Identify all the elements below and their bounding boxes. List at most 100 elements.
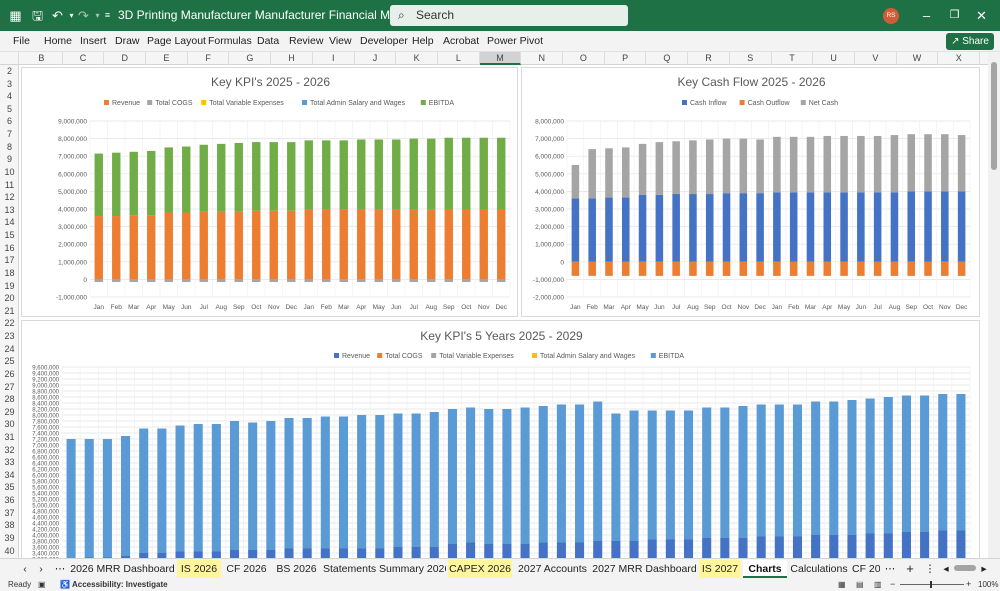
- column-header[interactable]: W: [897, 52, 939, 65]
- sheet-tab[interactable]: 2027 Accounts: [518, 563, 587, 575]
- chart-kpi-5-years[interactable]: Key KPI's 5 Years 2025 - 2029 Revenue Tota…: [21, 320, 980, 558]
- zoom-slider-thumb[interactable]: [930, 581, 932, 588]
- column-header[interactable]: U: [813, 52, 855, 65]
- select-all-corner[interactable]: [0, 52, 19, 65]
- row-header[interactable]: 36: [4, 495, 15, 506]
- menu-formulas[interactable]: Formulas: [208, 35, 252, 47]
- undo-dropdown-icon[interactable]: ▾: [69, 11, 74, 20]
- tab-more-right-icon[interactable]: ⋯: [884, 563, 896, 575]
- vertical-scroll-thumb[interactable]: [991, 62, 997, 170]
- column-header[interactable]: Q: [647, 52, 689, 65]
- menu-acrobat[interactable]: Acrobat: [443, 35, 480, 47]
- row-header[interactable]: 18: [4, 267, 15, 278]
- row-header[interactable]: 33: [4, 457, 15, 468]
- row-header[interactable]: 39: [4, 532, 15, 543]
- row-header[interactable]: 26: [4, 368, 15, 379]
- undo-icon[interactable]: ↶: [52, 8, 63, 23]
- menu-data[interactable]: Data: [257, 35, 280, 47]
- menu-view[interactable]: View: [329, 35, 352, 47]
- page-layout-view-icon[interactable]: ▤: [856, 580, 864, 589]
- row-header[interactable]: 34: [4, 469, 15, 480]
- search-input[interactable]: ⌕ Search: [390, 5, 628, 26]
- menu-help[interactable]: Help: [412, 35, 434, 47]
- sheet-tab[interactable]: CAPEX 2026: [448, 560, 512, 578]
- sheet-tab[interactable]: Charts: [743, 560, 787, 578]
- column-header[interactable]: S: [730, 52, 772, 65]
- share-button[interactable]: ↗ Share: [946, 33, 994, 50]
- row-header[interactable]: 35: [4, 482, 15, 493]
- column-header[interactable]: X: [938, 52, 981, 65]
- row-header[interactable]: 12: [4, 192, 15, 203]
- tab-more-left-icon[interactable]: ⋯: [54, 563, 66, 575]
- row-header[interactable]: 14: [4, 217, 15, 228]
- chart-kpi-2025-2026[interactable]: Key KPI's 2025 - 2026 Revenue Total COGS To…: [21, 67, 518, 317]
- sheet-tab[interactable]: Statements Summary 2026: [323, 563, 446, 575]
- hscroll-left-icon[interactable]: ◂: [943, 563, 949, 575]
- column-header[interactable]: H: [271, 52, 313, 65]
- row-header[interactable]: 17: [4, 255, 15, 266]
- sheet-tab[interactable]: Calculations: [790, 563, 848, 575]
- zoom-in-icon[interactable]: +: [966, 579, 972, 589]
- menu-developer[interactable]: Developer: [360, 35, 408, 47]
- column-header[interactable]: C: [63, 52, 105, 65]
- vertical-scrollbar[interactable]: [988, 52, 1000, 558]
- sheet-tab[interactable]: IS 2027: [699, 560, 741, 578]
- row-header[interactable]: 25: [4, 356, 15, 367]
- tab-scroll-right-icon[interactable]: ›: [39, 563, 43, 575]
- column-header[interactable]: I: [313, 52, 355, 65]
- row-header[interactable]: 6: [6, 116, 12, 127]
- column-header[interactable]: J: [355, 52, 397, 65]
- row-header[interactable]: 10: [4, 166, 15, 177]
- row-header[interactable]: 8: [6, 141, 12, 152]
- row-header[interactable]: 15: [4, 230, 15, 241]
- avatar[interactable]: RS: [883, 8, 899, 24]
- menu-insert[interactable]: Insert: [80, 35, 107, 47]
- menu-draw[interactable]: Draw: [115, 35, 140, 47]
- sheet-tab[interactable]: 2027 MRR Dashboard: [592, 563, 697, 575]
- column-header[interactable]: R: [688, 52, 730, 65]
- row-header[interactable]: 4: [6, 91, 12, 102]
- restore-icon[interactable]: ❐: [949, 9, 960, 21]
- zoom-level[interactable]: 100%: [978, 580, 999, 589]
- close-icon[interactable]: ✕: [976, 8, 987, 23]
- menu-power-pivot[interactable]: Power Pivot: [487, 35, 544, 47]
- column-header[interactable]: L: [438, 52, 480, 65]
- menu-page-layout[interactable]: Page Layout: [147, 35, 206, 47]
- tab-options-icon[interactable]: ⋮: [924, 563, 936, 575]
- sheet-tab[interactable]: CF 20: [852, 563, 880, 575]
- column-header[interactable]: O: [563, 52, 605, 65]
- column-header[interactable]: N: [521, 52, 564, 65]
- menu-review[interactable]: Review: [289, 35, 324, 47]
- row-header[interactable]: 16: [4, 242, 15, 253]
- accessibility-icon[interactable]: ♿: [60, 580, 70, 589]
- row-header[interactable]: 11: [4, 179, 15, 190]
- column-header[interactable]: B: [21, 52, 63, 65]
- page-break-view-icon[interactable]: ▥: [874, 580, 882, 589]
- column-header[interactable]: V: [855, 52, 897, 65]
- row-header[interactable]: 38: [4, 520, 15, 531]
- redo-dropdown-icon[interactable]: ▾: [95, 11, 100, 20]
- tab-scroll-left-icon[interactable]: ‹: [23, 563, 27, 575]
- row-header[interactable]: 31: [4, 431, 15, 442]
- row-header[interactable]: 2: [6, 66, 12, 76]
- column-header[interactable]: F: [188, 52, 230, 65]
- row-header[interactable]: 30: [4, 419, 15, 430]
- sheet-tab[interactable]: BS 2026: [276, 563, 317, 575]
- zoom-out-icon[interactable]: −: [890, 579, 896, 589]
- column-header[interactable]: P: [605, 52, 647, 65]
- column-header[interactable]: T: [772, 52, 814, 65]
- row-header[interactable]: 40: [4, 545, 15, 556]
- row-header[interactable]: 9: [6, 154, 12, 165]
- row-header[interactable]: 20: [4, 293, 15, 304]
- row-header[interactable]: 21: [4, 305, 15, 316]
- row-header[interactable]: 5: [6, 103, 12, 114]
- menu-home[interactable]: Home: [44, 35, 73, 47]
- sheet-tab[interactable]: IS 2026: [177, 560, 221, 578]
- zoom-slider[interactable]: [900, 584, 964, 585]
- row-header[interactable]: 29: [4, 406, 15, 417]
- row-header[interactable]: 24: [4, 343, 15, 354]
- row-header[interactable]: 32: [4, 444, 15, 455]
- column-header[interactable]: G: [230, 52, 272, 65]
- customize-toolbar-icon[interactable]: ≡: [104, 10, 111, 20]
